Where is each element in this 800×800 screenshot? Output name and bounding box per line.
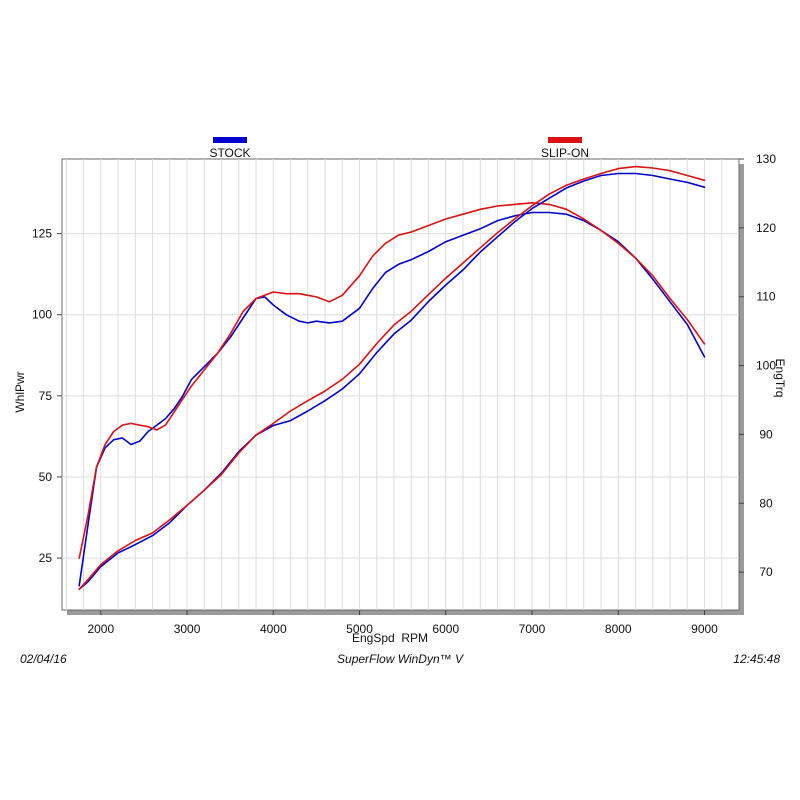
y-tick-label-left: 100 <box>32 308 52 322</box>
x-tick-label: 5000 <box>346 622 373 636</box>
legend-label-slip-on: SLIP-ON <box>541 146 589 160</box>
x-tick-label: 4000 <box>260 622 287 636</box>
x-tick-label: 7000 <box>519 622 546 636</box>
y-tick-label-left: 50 <box>39 470 53 484</box>
legend-swatch-stock <box>213 137 247 143</box>
footer-date: 02/04/16 <box>20 652 67 666</box>
x-tick-label: 3000 <box>174 622 201 636</box>
y-axis-label-right: EngTrq <box>773 359 787 398</box>
x-tick-label: 6000 <box>432 622 459 636</box>
y-tick-label-left: 25 <box>39 551 53 565</box>
x-tick-label: 9000 <box>691 622 718 636</box>
legend-label-stock: STOCK <box>209 146 250 160</box>
plot-area <box>61 158 740 611</box>
y-tick-label-right: 130 <box>756 152 776 166</box>
grid-lines <box>62 159 739 610</box>
series-slip-on-engtrq-line <box>78 165 706 591</box>
axes: 2000 3000 4000 5000 6000 7000 8000 9000 25 50 75 10… <box>32 152 776 636</box>
x-tick-label: 8000 <box>605 622 632 636</box>
y-tick-label-right: 120 <box>756 221 776 235</box>
x-axis-label: EngSpd RPM <box>352 631 428 645</box>
y-axis-label-left: WhlPwr <box>13 371 27 412</box>
series-layer <box>78 165 706 591</box>
y-tick-label-left: 125 <box>32 227 52 241</box>
y-tick-label-right: 100 <box>756 359 776 373</box>
legend: STOCK SLIP-ON <box>209 137 589 160</box>
y-tick-label-right: 90 <box>759 427 773 441</box>
series-stock-engtrq-line <box>78 172 706 591</box>
footer-time: 12:45:48 <box>733 652 780 666</box>
x-tick-label: 2000 <box>87 622 114 636</box>
series-stock-whlpwr-line <box>78 211 706 587</box>
legend-swatch-slip-on <box>548 137 582 143</box>
y-tick-label-right: 80 <box>759 496 773 510</box>
series-slip-on-whlpwr-line <box>78 202 706 559</box>
footer-software: SuperFlow WinDyn™ V <box>337 652 463 666</box>
y-tick-label-right: 110 <box>756 290 775 304</box>
y-tick-label-left: 75 <box>39 389 53 403</box>
y-tick-label-right: 70 <box>759 565 773 579</box>
